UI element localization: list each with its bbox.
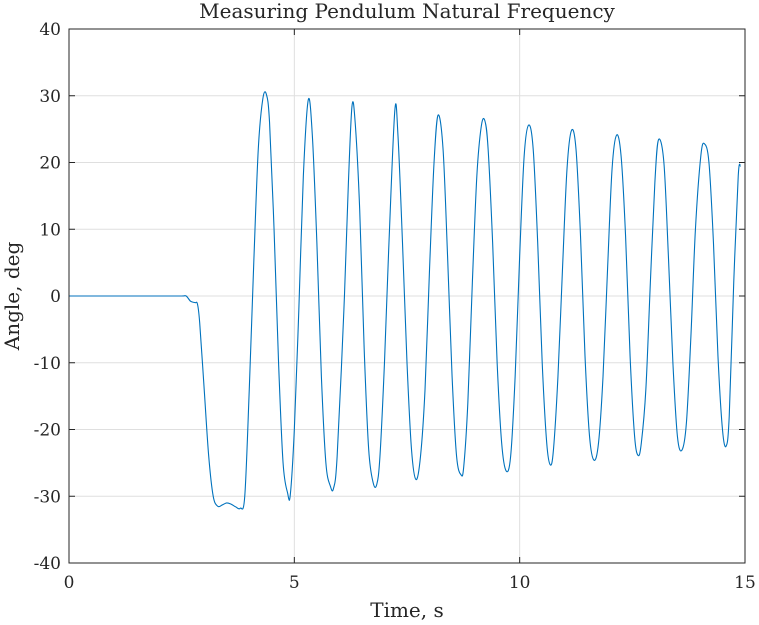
x-tick-label: 5 <box>289 573 300 593</box>
series-group <box>69 91 742 510</box>
plot-frame <box>68 28 746 564</box>
y-tick-label: 30 <box>39 87 61 107</box>
y-tick-label: 20 <box>39 154 61 174</box>
y-axis-label: Angle, deg <box>0 242 24 352</box>
y-tick-label: 10 <box>39 220 61 240</box>
x-axis-label: Time, s <box>370 598 444 622</box>
series-line <box>69 91 742 510</box>
y-tick-label: -30 <box>34 487 61 507</box>
y-tick-label: 0 <box>50 287 61 307</box>
y-tick-labels: -40 -30 -20 -10 0 10 20 30 40 <box>34 20 61 574</box>
x-tick-label: 15 <box>734 573 756 593</box>
x-tick-label: 0 <box>64 573 75 593</box>
y-tick-label: 40 <box>39 20 61 40</box>
x-tick-label: 10 <box>509 573 531 593</box>
y-tick-label: -40 <box>34 554 61 574</box>
x-tick-labels: 0 5 10 15 <box>64 573 756 593</box>
y-tick-label: -10 <box>34 354 61 374</box>
y-tick-label: -20 <box>34 421 61 441</box>
chart-title: Measuring Pendulum Natural Frequency <box>199 0 615 23</box>
